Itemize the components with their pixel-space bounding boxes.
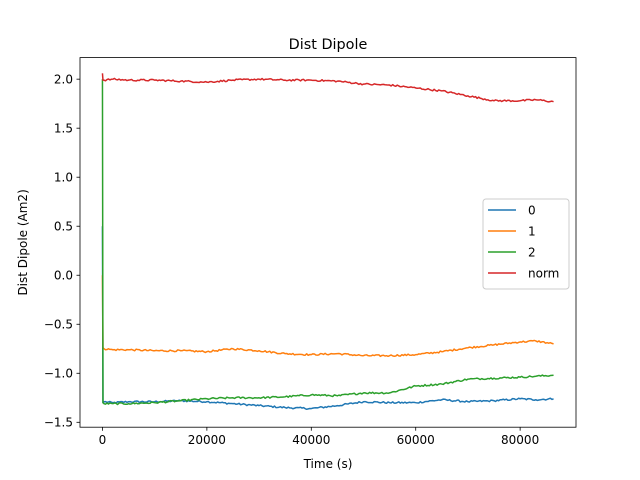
legend-label-2: 2 (528, 245, 536, 259)
x-tick-label: 60000 (397, 433, 435, 447)
y-tick-label: −1.0 (44, 366, 73, 380)
x-axis-label: Time (s) (303, 457, 353, 471)
y-tick-label: 1.5 (54, 121, 73, 135)
y-tick-label: 1.0 (54, 170, 73, 184)
x-tick-label: 20000 (188, 433, 226, 447)
legend: 0 1 2 norm (482, 198, 570, 290)
legend-label-1: 1 (528, 224, 536, 238)
x-tick-label: 40000 (292, 433, 330, 447)
series-line-norm (101, 73, 554, 103)
y-tick-label: 0.5 (54, 219, 73, 233)
y-axis-label: Dist Dipole (Am2) (16, 189, 30, 295)
legend-label-norm: norm (528, 266, 559, 280)
legend-frame (482, 198, 570, 290)
y-tick-label: −0.5 (44, 317, 73, 331)
legend-label-0: 0 (528, 203, 536, 217)
series-line-2 (101, 79, 554, 406)
x-tick-label: 0 (99, 433, 107, 447)
y-tick-label: 0.0 (54, 268, 73, 282)
y-tick-label: 2.0 (54, 72, 73, 86)
x-tick-label: 80000 (501, 433, 539, 447)
x-axis: 0 20000 40000 60000 80000 (99, 427, 539, 447)
y-tick-label: −1.5 (44, 415, 73, 429)
series-line-1 (101, 275, 554, 358)
y-axis: −1.5 −1.0 −0.5 0.0 0.5 1.0 1.5 2.0 (44, 72, 80, 429)
plot-frame (79, 57, 577, 428)
chart-title: Dist Dipole (289, 37, 368, 53)
plot-lines (101, 73, 554, 411)
